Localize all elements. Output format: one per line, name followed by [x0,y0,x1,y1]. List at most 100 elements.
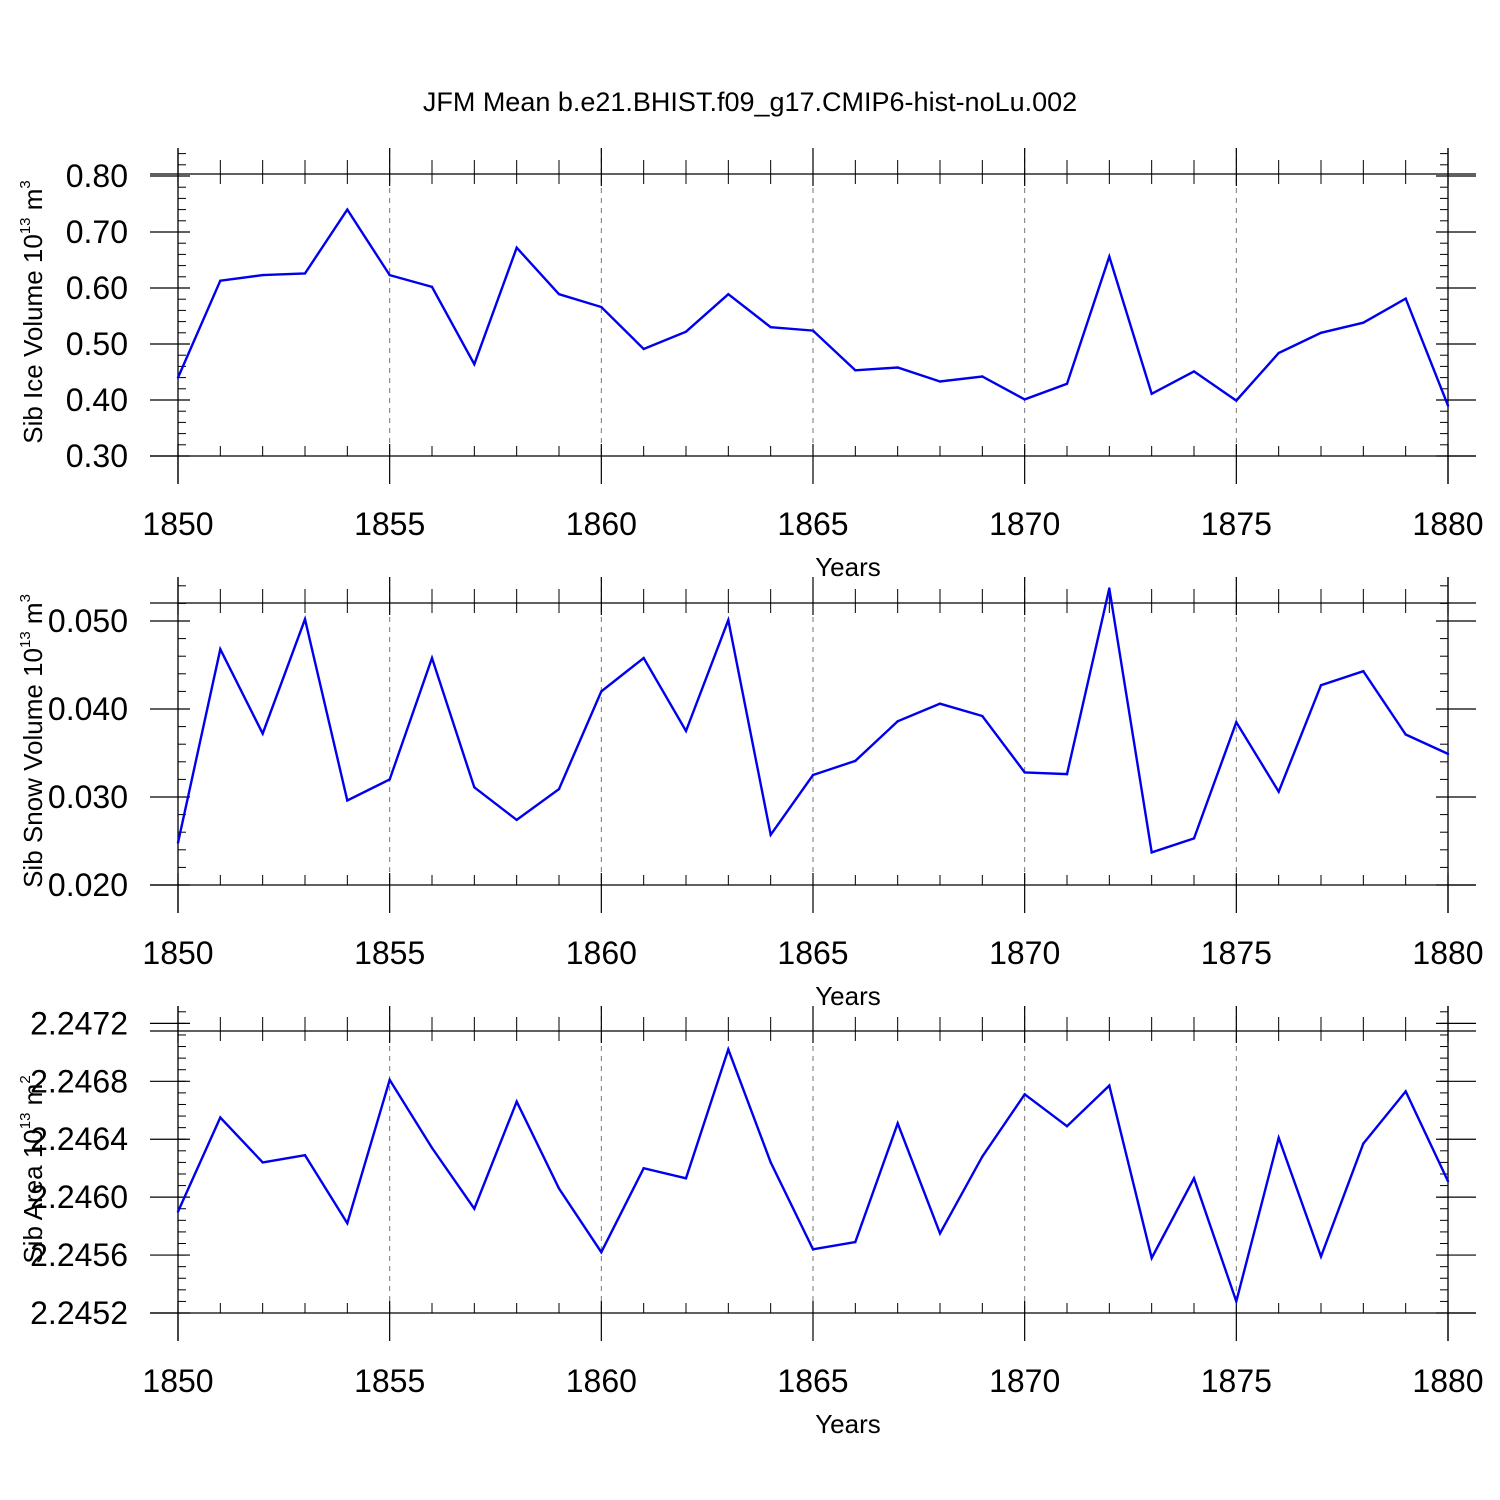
x-tick-label: 1870 [989,1363,1060,1399]
data-point [600,1250,603,1254]
x-tick-label: 1850 [142,935,213,971]
data-point [811,329,815,332]
y-tick-label: 0.040 [48,691,128,727]
data-point [1235,1300,1238,1303]
y-tick-label: 2.2460 [30,1179,128,1215]
y-tick-label: 0.40 [66,382,128,418]
data-point [1319,684,1323,687]
data-point [769,326,772,329]
y-tick-label: 2.2456 [30,1237,128,1273]
panel-sib-area: 2.2452 2.2456 2.2460 2.2464 2.2468 2.2472 1850… [17,1005,1484,1439]
data-point [938,380,942,383]
data-point [1108,1084,1111,1087]
x-tick-label: 1875 [1201,506,1272,542]
data-point [1023,771,1026,774]
data-point [1192,370,1196,373]
y-tick-label: 2.2468 [30,1063,128,1099]
x-tick-label: 1870 [989,506,1060,542]
data-point [346,799,349,802]
data-point [1446,404,1450,407]
x-tick-label: 1880 [1412,935,1483,971]
x-tick-label: 1855 [354,935,425,971]
x-tick-label: 1860 [566,935,637,971]
data-point [1065,772,1069,776]
data-point [515,246,518,249]
panel-snow-volume: 0.020 0.030 0.040 0.050 1850 1855 1860 1865 1870… [17,577,1484,1011]
y-tick-label: 2.2472 [30,1005,128,1041]
data-point [388,1078,391,1082]
data-point [1192,837,1196,840]
data-point [896,1122,899,1125]
data-point [303,618,307,621]
data-point [473,362,476,366]
data-point [811,773,815,777]
panels: 0.30 0.40 0.50 0.60 0.70 0.80 1850 1855 1860 1865… [17,148,1484,1439]
data-point [346,208,349,211]
data-point [938,1232,942,1235]
data-point [1362,1142,1365,1145]
data-point [1362,321,1365,324]
data-point [557,292,561,296]
data-point [261,273,264,277]
data-point [1404,1090,1407,1093]
data-point [1404,297,1407,300]
data-point [219,647,222,651]
data-point [1192,1177,1196,1180]
data-point [981,1155,984,1158]
data-point [261,732,264,735]
data-point [261,1161,264,1164]
data-point [1150,392,1153,396]
x-tick-label: 1855 [354,506,425,542]
data-point [346,1222,349,1225]
data-point [557,787,561,791]
data-point [727,292,730,296]
data-point [1446,752,1450,756]
y-tick-label: 0.50 [66,326,128,362]
y-tick-label: 0.70 [66,214,128,250]
x-axis-label: Years [815,552,881,582]
x-tick-label: 1860 [566,506,637,542]
data-point [1108,587,1111,590]
data-point [176,376,180,379]
x-tick-label: 1850 [142,1363,213,1399]
data-point [430,1146,434,1150]
data-point [1150,1256,1153,1260]
data-point [981,714,984,718]
data-point [1023,398,1026,401]
data-point [1277,351,1280,355]
data-point [981,375,984,378]
y-tick-label: 2.2452 [30,1295,128,1331]
x-tick-label: 1855 [354,1363,425,1399]
data-point [684,729,688,733]
data-point [769,833,772,837]
data-point [1319,1255,1323,1258]
y-tick-label: 0.30 [66,438,128,474]
data-point [176,1210,180,1213]
data-point [515,818,518,822]
data-point [388,273,391,277]
data-point [303,1153,307,1157]
data-point [430,285,434,289]
data-point [1108,255,1111,258]
data-point [1150,851,1153,854]
data-point [642,1166,645,1170]
x-tick-label: 1880 [1412,1363,1483,1399]
data-point [896,366,899,369]
data-point [684,1177,688,1180]
data-point [642,656,645,660]
y-tick-label: 0.050 [48,603,128,639]
data-point [684,330,688,333]
y-axis-label: Sib Area 1013 m2 [17,1075,48,1263]
data-point [896,720,899,723]
data-point [642,347,645,351]
data-point [1235,721,1238,724]
data-point [854,759,857,763]
data-point [727,618,730,622]
x-tick-label: 1875 [1201,935,1272,971]
data-point [219,1116,222,1119]
y-tick-label: 2.2464 [30,1121,128,1157]
data-point [1446,1180,1450,1183]
data-point [176,841,180,844]
x-tick-label: 1880 [1412,506,1483,542]
